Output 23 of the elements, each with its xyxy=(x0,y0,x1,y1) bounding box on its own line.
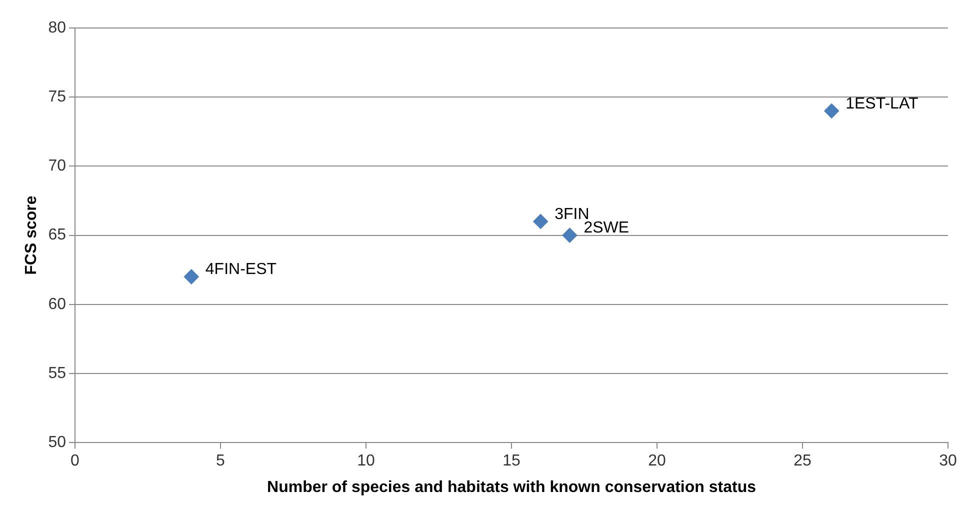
annotation: 2SWE xyxy=(584,220,630,237)
x-tick-label: 15 xyxy=(502,452,520,470)
y-tick-label: 75 xyxy=(48,88,66,106)
point xyxy=(533,214,548,229)
x-tick-label: 5 xyxy=(216,452,226,470)
y-axis-title: FCS score xyxy=(23,196,40,275)
x-tick-label: 20 xyxy=(648,452,666,470)
y-tick-label: 70 xyxy=(48,158,66,175)
point xyxy=(562,228,578,243)
x-tick-label: 25 xyxy=(794,452,812,470)
annotation: 1EST-LAT xyxy=(846,95,918,112)
point xyxy=(184,269,199,284)
x-tick-label: 10 xyxy=(357,452,375,470)
x-tick-label: 0 xyxy=(70,452,80,470)
y-tick-label: 50 xyxy=(48,434,66,452)
y-tick-label: 80 xyxy=(48,19,66,36)
y-tick-label: 55 xyxy=(48,364,66,382)
x-tick-label: 30 xyxy=(939,452,957,470)
annotation: 4FIN-EST xyxy=(205,261,277,278)
y-tick-label: 60 xyxy=(48,296,66,313)
x-axis-title: Number of species and habitats with known conservation status xyxy=(267,478,756,496)
point xyxy=(824,103,840,118)
y-tick-label: 65 xyxy=(48,226,66,244)
